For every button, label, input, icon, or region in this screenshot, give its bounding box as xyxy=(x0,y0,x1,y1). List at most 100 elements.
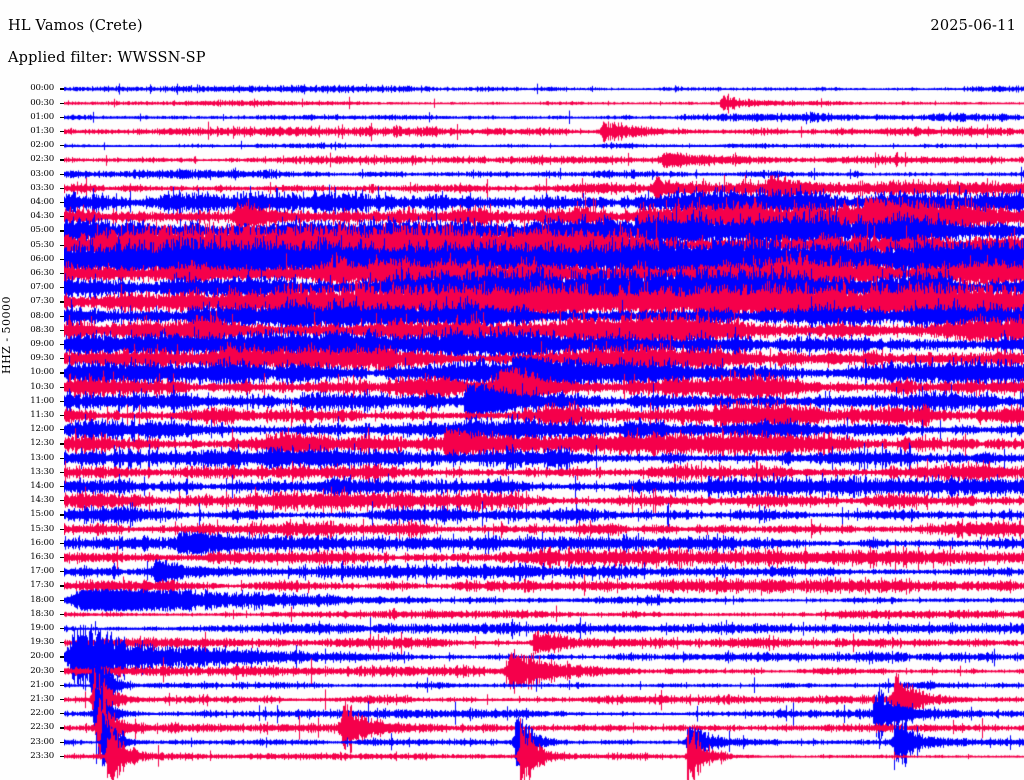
time-tick-mark xyxy=(60,755,65,758)
time-tick-mark xyxy=(60,287,65,289)
time-tick-label: 07:00 xyxy=(30,282,54,293)
time-tick-mark xyxy=(60,684,65,687)
time-tick-label: 00:30 xyxy=(30,97,54,108)
time-tick-label: 10:30 xyxy=(30,381,54,392)
time-tick-label: 16:30 xyxy=(30,552,54,562)
time-tick-label: 00:00 xyxy=(30,83,54,94)
time-tick-label: 06:00 xyxy=(30,253,54,264)
time-tick-label: 04:00 xyxy=(30,197,54,207)
time-tick-label: 22:30 xyxy=(30,722,54,733)
time-tick-mark xyxy=(60,88,65,90)
applied-filter-label: Applied filter: WWSSN-SP xyxy=(8,50,206,66)
time-axis: 00:00 00:30 01:00 01:30 02:00 02:30 03:00 03:30… xyxy=(0,80,65,780)
time-tick-label: 12:30 xyxy=(30,438,54,449)
time-tick-mark xyxy=(60,216,65,218)
time-tick-mark xyxy=(60,102,65,104)
time-tick-mark xyxy=(60,727,65,729)
time-tick-mark xyxy=(60,386,65,388)
time-tick-label: 11:30 xyxy=(30,410,54,420)
time-tick-mark xyxy=(60,329,65,332)
time-tick-label: 20:00 xyxy=(30,651,54,662)
time-tick-label: 22:00 xyxy=(30,708,54,719)
time-tick-label: 15:30 xyxy=(30,523,54,534)
time-tick-mark xyxy=(60,670,65,672)
time-tick-label: 18:30 xyxy=(30,608,54,619)
time-tick-label: 16:00 xyxy=(30,537,54,548)
time-tick-mark xyxy=(60,571,65,573)
time-tick-label: 14:30 xyxy=(30,495,54,506)
trace-plot: 00:00 00:30 01:00 01:30 02:00 02:30 03:00 03:30… xyxy=(0,80,1024,780)
time-tick-mark xyxy=(60,599,65,601)
time-tick-mark xyxy=(60,542,65,545)
waveform-area xyxy=(64,80,1024,780)
time-tick-mark xyxy=(60,230,65,232)
time-tick-label: 10:00 xyxy=(30,367,54,378)
time-tick-label: 18:00 xyxy=(30,594,54,605)
time-tick-label: 17:00 xyxy=(30,566,54,577)
time-tick-mark xyxy=(60,358,65,360)
time-tick-mark xyxy=(60,457,65,459)
record-date-label: 2025-06-11 xyxy=(930,18,1016,34)
time-tick-label: 08:00 xyxy=(30,310,54,321)
time-tick-label: 20:30 xyxy=(30,665,54,676)
time-tick-mark xyxy=(60,400,65,403)
time-tick-label: 03:00 xyxy=(30,168,54,179)
time-tick-label: 19:30 xyxy=(30,637,54,648)
time-tick-mark xyxy=(60,500,65,502)
time-tick-mark xyxy=(60,627,65,630)
time-tick-mark xyxy=(60,159,65,161)
time-tick-label: 05:00 xyxy=(30,225,54,236)
time-tick-mark xyxy=(60,187,65,190)
time-tick-label: 02:30 xyxy=(30,154,54,165)
time-tick-label: 06:30 xyxy=(30,268,54,278)
time-tick-label: 09:30 xyxy=(30,353,54,364)
time-tick-label: 23:00 xyxy=(30,736,54,747)
time-tick-mark xyxy=(60,741,65,743)
time-tick-label: 03:30 xyxy=(30,182,54,193)
time-tick-mark xyxy=(60,713,65,715)
time-tick-label: 12:00 xyxy=(30,424,54,435)
time-tick-mark xyxy=(60,301,65,303)
time-tick-label: 08:30 xyxy=(30,324,54,335)
time-tick-mark xyxy=(60,585,65,587)
time-tick-mark xyxy=(60,471,65,474)
time-tick-mark xyxy=(60,698,65,701)
time-tick-mark xyxy=(60,145,65,147)
time-tick-mark xyxy=(60,201,65,204)
time-tick-mark xyxy=(60,485,65,488)
time-tick-label: 11:00 xyxy=(30,395,54,406)
station-title: HL Vamos (Crete) xyxy=(8,18,143,34)
time-tick-mark xyxy=(60,272,65,275)
time-tick-label: 15:00 xyxy=(30,509,54,520)
time-tick-mark xyxy=(60,613,65,616)
time-tick-mark xyxy=(60,642,65,644)
time-tick-mark xyxy=(60,173,65,175)
time-tick-mark xyxy=(60,429,65,431)
time-tick-label: 14:00 xyxy=(30,481,54,491)
time-tick-mark xyxy=(60,443,65,445)
time-tick-label: 13:30 xyxy=(30,466,54,477)
time-tick-label: 19:00 xyxy=(30,623,54,633)
time-tick-label: 21:30 xyxy=(30,694,54,704)
time-tick-mark xyxy=(60,372,65,374)
time-tick-mark xyxy=(60,116,65,119)
time-tick-label: 01:30 xyxy=(30,126,54,136)
time-tick-label: 17:30 xyxy=(30,580,54,591)
time-tick-mark xyxy=(60,258,65,261)
time-tick-mark xyxy=(60,656,65,658)
time-tick-label: 02:00 xyxy=(30,140,54,151)
time-tick-mark xyxy=(60,343,65,346)
time-tick-mark xyxy=(60,130,65,133)
time-tick-label: 09:00 xyxy=(30,339,54,349)
time-tick-mark xyxy=(60,315,65,317)
time-tick-mark xyxy=(60,514,65,516)
time-tick-label: 01:00 xyxy=(30,111,54,122)
time-tick-label: 05:30 xyxy=(30,239,54,250)
time-tick-label: 13:00 xyxy=(30,452,54,463)
time-tick-mark xyxy=(60,414,65,417)
time-tick-label: 21:00 xyxy=(30,679,54,690)
time-tick-mark xyxy=(60,556,65,559)
time-tick-label: 07:30 xyxy=(30,296,54,307)
time-tick-label: 04:30 xyxy=(30,211,54,222)
